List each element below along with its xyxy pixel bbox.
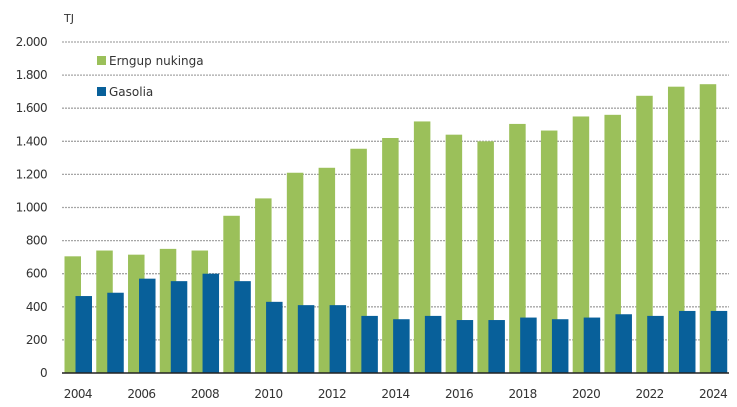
bar-erngup-nukinga-2019 [540, 130, 558, 373]
bar-gasolia-2014 [393, 319, 410, 373]
bar-erngup-nukinga-2014 [382, 137, 399, 373]
bar-erngup-nukinga-2018 [509, 123, 526, 373]
legend-label-erngup-nukinga: Erngup nukinga [109, 54, 204, 68]
x-tick-label: 2004 [64, 387, 92, 401]
y-tick-label: 1.200 [16, 167, 47, 181]
legend-label-gasolia: Gasolia [109, 85, 153, 99]
bar-erngup-nukinga-2024 [699, 84, 717, 373]
x-tick-label: 2016 [445, 387, 473, 401]
y-tick-label: 1.000 [16, 201, 47, 215]
bar-gasolia-2021 [615, 314, 632, 373]
bar-gasolia-2015 [424, 315, 442, 373]
y-axis-ticks: 0 200 400 600 800 1.000 1.200 1.400 1.600 1.800 2.… [16, 35, 48, 380]
y-tick-label: 600 [26, 267, 47, 281]
y-tick-label: 400 [26, 300, 47, 314]
x-tick-label: 2024 [699, 387, 727, 401]
bar-erngup-nukinga-2022 [636, 95, 653, 373]
bars [64, 84, 728, 373]
bar-gasolia-2018 [520, 317, 537, 373]
legend: Erngup nukinga Gasolia [97, 54, 204, 99]
y-tick-label: 200 [26, 333, 47, 347]
x-tick-label: 2006 [127, 387, 155, 401]
bar-erngup-nukinga-2017 [477, 141, 494, 373]
y-axis-unit-label: TJ [63, 12, 74, 25]
x-tick-label: 2008 [191, 387, 219, 401]
bar-gasolia-2016 [456, 320, 474, 373]
bar-gasolia-2023 [678, 310, 696, 373]
y-tick-label: 1.400 [16, 134, 47, 148]
y-tick-label: 1.600 [16, 101, 47, 115]
bar-gasolia-2005 [107, 292, 124, 373]
legend-swatch-gasolia [97, 87, 106, 96]
bar-gasolia-2013 [361, 315, 378, 373]
y-tick-label: 2.000 [16, 35, 47, 49]
x-tick-label: 2020 [572, 387, 600, 401]
x-tick-label: 2012 [318, 387, 346, 401]
bar-erngup-nukinga-2020 [572, 116, 590, 373]
bar-gasolia-2012 [329, 305, 347, 373]
bar-gasolia-2017 [488, 320, 505, 373]
bar-gasolia-2008 [202, 273, 220, 373]
bar-erngup-nukinga-2015 [413, 121, 431, 373]
bar-gasolia-2024 [710, 310, 728, 373]
bar-gasolia-2020 [583, 317, 601, 373]
y-tick-label: 0 [40, 366, 47, 380]
y-tick-label: 800 [26, 234, 47, 248]
bar-erngup-nukinga-2016 [445, 134, 463, 373]
bar-gasolia-2010 [266, 301, 283, 373]
bar-gasolia-2004 [75, 296, 92, 373]
bar-gasolia-2011 [297, 305, 315, 373]
x-axis-ticks: 2004 2006 2008 2010 2012 2014 2016 2018 2020 2022… [64, 387, 728, 401]
bar-erngup-nukinga-2023 [667, 86, 685, 373]
legend-swatch-erngup-nukinga [97, 56, 106, 65]
y-tick-label: 1.800 [16, 68, 47, 82]
x-tick-label: 2022 [636, 387, 664, 401]
x-tick-label: 2010 [254, 387, 282, 401]
bar-gasolia-2019 [551, 319, 569, 373]
bar-gasolia-2007 [170, 281, 188, 373]
bar-gasolia-2006 [139, 278, 156, 373]
bar-gasolia-2009 [234, 281, 251, 373]
bar-gasolia-2022 [647, 315, 664, 373]
x-tick-label: 2018 [508, 387, 536, 401]
bar-erngup-nukinga-2021 [604, 114, 621, 373]
x-tick-label: 2014 [381, 387, 409, 401]
